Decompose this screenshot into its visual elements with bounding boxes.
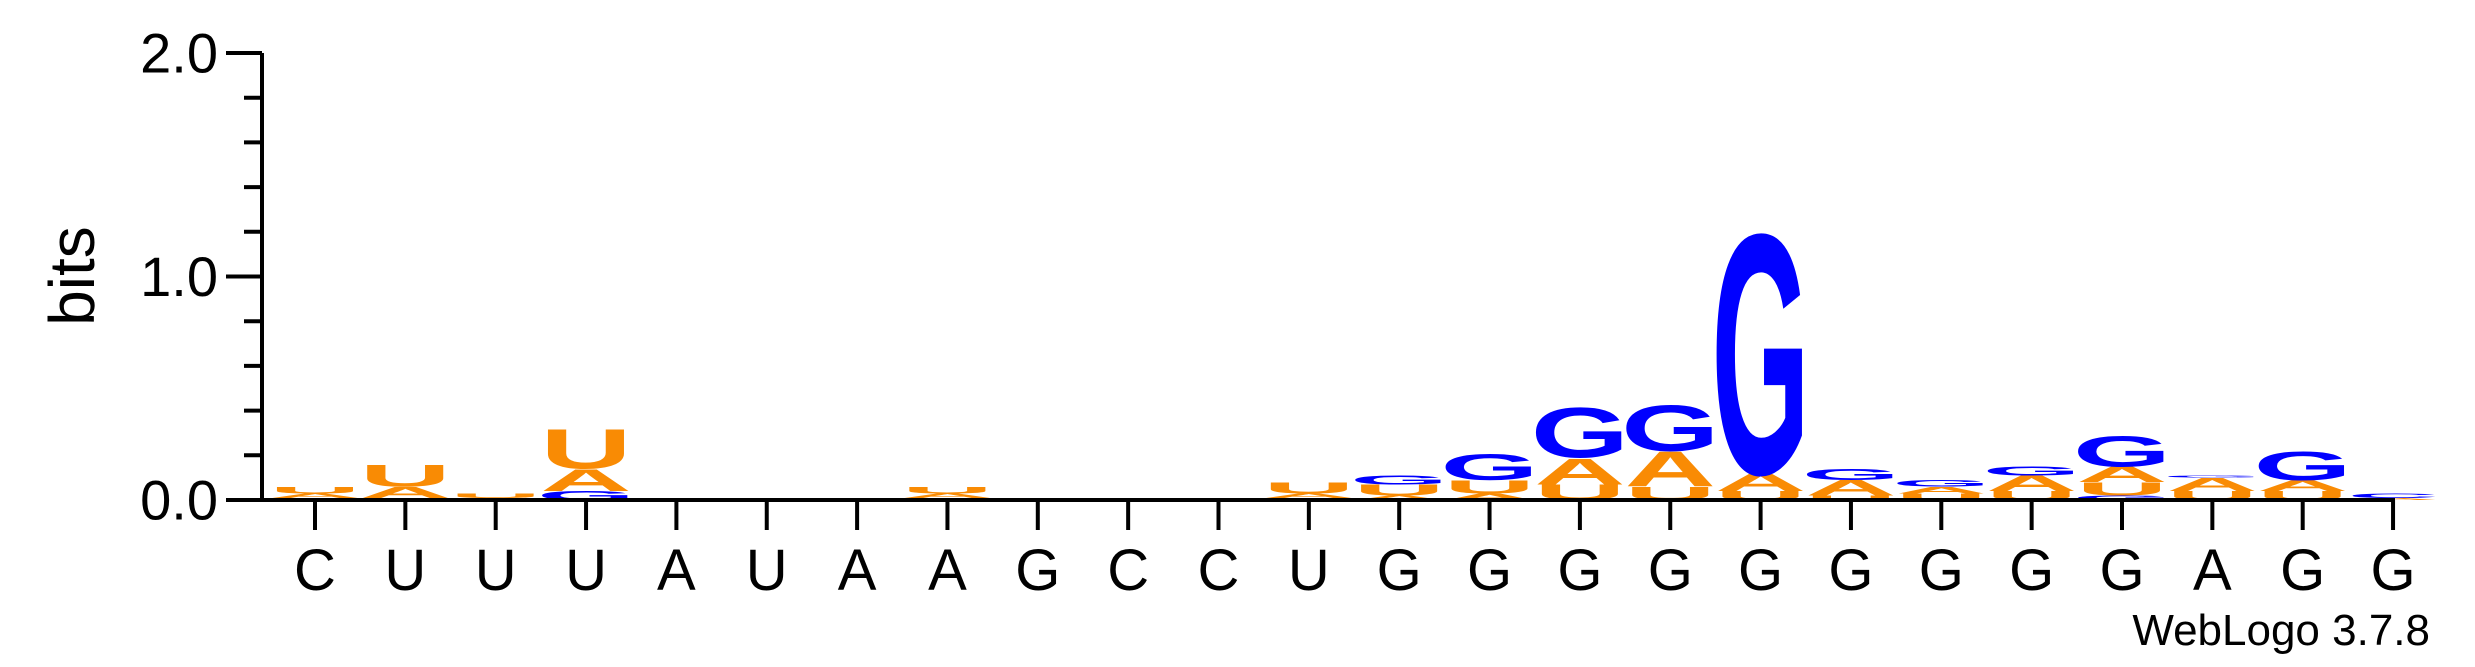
logo-letter-G: G xyxy=(1711,163,1809,547)
x-tick-label: G xyxy=(2009,538,2054,603)
weblogo-version-footer: WebLogo 3.7.8 xyxy=(2132,606,2430,655)
y-tick-label-0: 0.0 xyxy=(140,469,218,532)
y-tick-label-2: 2.0 xyxy=(140,22,218,85)
logo-letter-A: A xyxy=(1534,451,1625,493)
logo-letter-A: A xyxy=(1625,442,1716,498)
logo-letter-A: A xyxy=(360,484,451,501)
logo-letter-A: A xyxy=(1986,472,2077,496)
logo-letter-A: A xyxy=(1354,494,1445,501)
logo-letter-G: G xyxy=(1350,473,1448,487)
x-tick-label: U xyxy=(565,538,607,603)
logo-letter-U: U xyxy=(360,458,451,493)
x-tick-label: U xyxy=(1288,538,1330,603)
logo-letter-G: G xyxy=(1531,393,1629,473)
x-tick-label: G xyxy=(1015,538,1060,603)
x-tick-label: A xyxy=(657,538,696,603)
x-tick-label: C xyxy=(1198,538,1240,603)
logo-letter-C: C xyxy=(2347,492,2438,499)
x-tick-label: G xyxy=(1738,538,1783,603)
logo-letter-G: G xyxy=(1621,392,1719,465)
x-tick-label: U xyxy=(384,538,426,603)
x-tick-label: G xyxy=(2370,538,2415,603)
logo-letter-A: A xyxy=(540,463,631,498)
y-axis-minor-ticks xyxy=(244,95,262,458)
logo-letter-A: A xyxy=(902,492,993,499)
logo-letter-U: U xyxy=(1263,479,1354,496)
logo-letter-U: U xyxy=(1354,481,1445,498)
logo-letter-G: G xyxy=(1440,446,1538,488)
x-tick-label: U xyxy=(746,538,788,603)
logo-letter-A: A xyxy=(1805,476,1896,500)
logo-letter-U: U xyxy=(540,418,631,481)
x-tick-label: C xyxy=(1107,538,1149,603)
logo-letter-U: U xyxy=(2076,479,2167,500)
logo-letter-U: U xyxy=(450,492,541,499)
x-tick-label: G xyxy=(1467,538,1512,603)
logo-letter-A: A xyxy=(1896,485,1987,495)
logo-letter-U: U xyxy=(1805,494,1896,501)
x-axis-ticks xyxy=(313,500,2396,530)
x-tick-label: G xyxy=(1377,538,1422,603)
x-tick-label: A xyxy=(2193,538,2232,603)
logo-letter-U: U xyxy=(269,485,360,495)
logo-letter-G: G xyxy=(2254,443,2352,488)
logo-letter-G: G xyxy=(2073,427,2171,476)
logo-letter-A: A xyxy=(1444,492,1535,502)
x-tick-label: G xyxy=(2280,538,2325,603)
logo-letter-A: A xyxy=(1715,469,1806,497)
x-tick-label: C xyxy=(294,538,336,603)
logo-letter-G: G xyxy=(1802,466,1900,483)
logo-letter-A: A xyxy=(2257,477,2348,494)
logo-letter-A: A xyxy=(2167,474,2258,495)
logo-letter-G: G xyxy=(1982,464,2080,478)
y-tick-label-1: 1.0 xyxy=(140,245,218,308)
x-tick-label: A xyxy=(838,538,877,603)
logo-letter-A: A xyxy=(2076,463,2167,487)
x-tick-label: G xyxy=(2099,538,2144,603)
logo-letter-U: U xyxy=(1444,477,1535,498)
x-tick-label: G xyxy=(1828,538,1873,603)
logo-letter-U: U xyxy=(1896,492,1987,502)
logo-letter-A: A xyxy=(1263,492,1354,499)
x-tick-label: U xyxy=(475,538,517,603)
logo-letter-G: G xyxy=(2163,475,2261,478)
y-axis-label: bits xyxy=(36,226,108,326)
logo-letter-A: A xyxy=(269,492,360,499)
x-tick-label: G xyxy=(1557,538,1602,603)
logo-letter-G: G xyxy=(1892,478,1990,488)
x-tick-label: G xyxy=(1919,538,1964,603)
logo-letter-U: U xyxy=(902,485,993,495)
logo-letter-G: G xyxy=(2073,494,2171,501)
logo-letter-stacks: CAUCAUAUGAUUGAUGGAUAUGAUGUAGUAGUAGUAGUAG… xyxy=(269,163,2438,547)
x-tick-label: G xyxy=(1648,538,1693,603)
x-tick-label: A xyxy=(928,538,967,603)
